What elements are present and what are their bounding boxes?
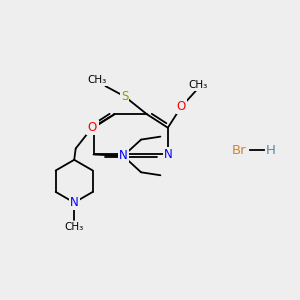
Text: O: O [87,121,97,134]
Text: N: N [164,148,172,161]
Text: CH₃: CH₃ [188,80,207,90]
Text: N: N [119,149,128,162]
Text: H: H [266,143,275,157]
Text: N: N [89,121,98,134]
Text: CH₃: CH₃ [64,222,84,232]
Text: S: S [121,90,128,103]
Text: CH₃: CH₃ [87,75,106,85]
Text: O: O [177,100,186,113]
Text: N: N [70,196,79,209]
Text: Br: Br [232,143,247,157]
